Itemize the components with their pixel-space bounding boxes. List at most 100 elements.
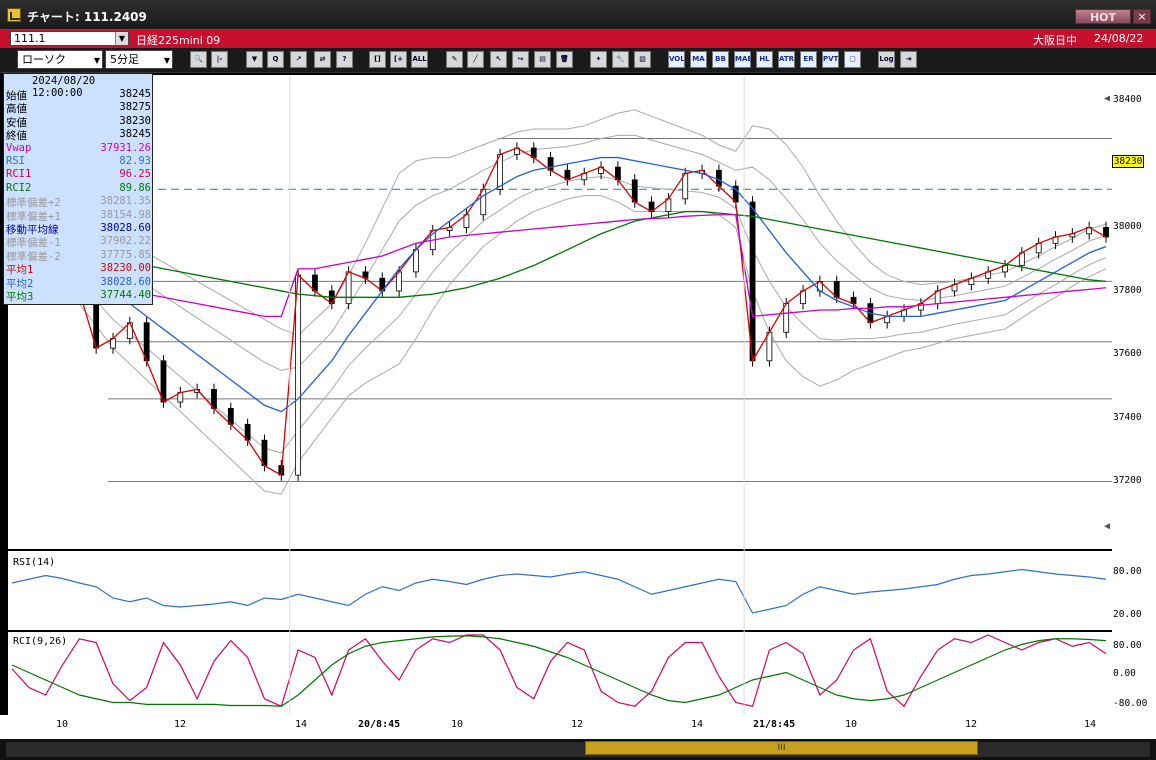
candle-body xyxy=(295,274,302,476)
ma-icon[interactable]: MA xyxy=(690,51,707,68)
disabled-icon[interactable]: ? xyxy=(336,51,353,68)
time-axis-label: 20/8:45 xyxy=(358,719,401,730)
price-axis-label: 37200 xyxy=(1113,475,1142,487)
notes-icon[interactable]: ▤ xyxy=(534,51,551,68)
info-row-value: 38154.98 xyxy=(100,208,151,221)
candle-add-icon[interactable]: [+ xyxy=(390,51,407,68)
candle-icon[interactable]: [] xyxy=(369,51,386,68)
info-row-value: 38028.60 xyxy=(100,275,151,288)
rsi-axis-80: 80.00 xyxy=(1113,566,1142,577)
info-row-value: 96.25 xyxy=(119,168,151,181)
bb-icon[interactable]: BB xyxy=(712,51,729,68)
wrench-icon[interactable]: 🔧 xyxy=(612,51,629,68)
info-row: 平均2 38028.60 xyxy=(6,275,151,290)
mae-icon[interactable]: MAE xyxy=(734,51,751,68)
info-row-value: 37775.85 xyxy=(100,248,151,261)
info-row-label: 高値 xyxy=(6,103,27,116)
horizontal-scrollbar[interactable] xyxy=(0,739,1156,760)
time-axis xyxy=(0,715,1156,739)
palette-icon[interactable]: ▨ xyxy=(634,51,651,68)
chevron-down-icon: ▼ xyxy=(163,56,170,65)
info-row-label: RCI1 xyxy=(6,168,32,181)
pvt-icon[interactable]: PVT xyxy=(822,51,839,68)
export-icon[interactable]: ⇥ xyxy=(900,51,917,68)
bollinger-band xyxy=(11,134,1107,371)
time-axis-label: 10 xyxy=(451,719,464,730)
curve-arrow-icon[interactable]: ↪ xyxy=(512,51,529,68)
info-row: 平均3 37744.40 xyxy=(6,289,151,303)
scroll-track[interactable] xyxy=(6,742,1150,757)
close-icon[interactable]: × xyxy=(1133,9,1151,24)
trendline-icon[interactable]: ↗ xyxy=(290,51,307,68)
time-axis-label: 14 xyxy=(295,719,308,730)
title-bar: チャート: 111.2409 HOT × xyxy=(0,0,1156,30)
info-row: 平均1 38230.00 xyxy=(6,262,151,276)
price-axis-label: 37800 xyxy=(1113,284,1142,296)
time-axis-label: 12 xyxy=(965,719,978,730)
info-row: RCI1 96.25 xyxy=(6,168,151,181)
chart-area[interactable] xyxy=(8,75,1112,715)
symbol-code-value: 111.1 xyxy=(14,32,46,45)
box-icon[interactable]: ▢ xyxy=(844,51,861,68)
pointer-icon[interactable]: ↖ xyxy=(490,51,507,68)
info-row: 標準偏差-1 37902.22 xyxy=(6,235,151,249)
hl-icon[interactable]: HL xyxy=(756,51,773,68)
atr-icon[interactable]: ATR xyxy=(778,51,795,68)
rsi-line xyxy=(11,568,1107,614)
hot-button[interactable]: HOT xyxy=(1075,9,1131,24)
chart-canvas[interactable] xyxy=(8,75,1112,715)
candle-body xyxy=(160,360,167,403)
candle-marker-icon[interactable]: ▼ xyxy=(246,51,263,68)
info-panel: 2024/08/20 12:00:00 始値 38245 高値 38275 安値 3823… xyxy=(3,73,153,305)
er-icon[interactable]: ER xyxy=(800,51,817,68)
info-datetime: 2024/08/20 12:00:00 xyxy=(32,75,96,99)
rsi-axis-20: 20.00 xyxy=(1113,609,1142,620)
chart-type-value: ローソク xyxy=(22,53,66,66)
info-row-value: 38281.35 xyxy=(100,195,151,208)
rci2-line xyxy=(11,635,1107,707)
chart-app-icon xyxy=(7,8,21,22)
trash-icon[interactable]: 🗑 xyxy=(556,51,573,68)
search-chart-icon[interactable]: Q xyxy=(267,51,284,68)
info-row: RCI2 89.86 xyxy=(6,182,151,195)
bollinger-band xyxy=(11,176,1107,454)
info-row: 移動平均線 38028.60 xyxy=(6,222,151,236)
bollinger-band xyxy=(12,109,1107,336)
symbol-name: 日経225mini 09 xyxy=(136,34,221,47)
all-icon[interactable]: ALL xyxy=(411,51,428,68)
info-row-label: 平均2 xyxy=(6,277,34,290)
chevron-down-icon[interactable]: ▼ xyxy=(115,32,128,45)
candle-body xyxy=(345,271,352,305)
line-icon[interactable]: ╱ xyxy=(467,51,484,68)
info-row: 標準偏差+1 38154.98 xyxy=(6,208,151,223)
cursor-icon[interactable]: |- xyxy=(211,51,228,68)
arrow-icon[interactable]: ⇄ xyxy=(314,51,331,68)
info-row-label: RSI xyxy=(6,155,25,167)
window-title: チャート: 111.2409 xyxy=(27,10,147,24)
settings-icon[interactable]: ✦ xyxy=(590,51,607,68)
pen-icon[interactable]: ✎ xyxy=(446,51,463,68)
interval-select[interactable]: 5分足 ▼ xyxy=(105,50,173,69)
info-row-value: 38245 xyxy=(119,128,151,141)
session-label: 大阪日中 xyxy=(1033,34,1077,47)
series-line-3 xyxy=(11,214,1107,318)
candle-body xyxy=(143,322,150,362)
time-axis-label: 10 xyxy=(845,719,858,730)
rci-axis-minus-80: -80.00 xyxy=(1113,698,1148,709)
series-line-2 xyxy=(11,210,1107,298)
info-row-label: 標準偏差+2 xyxy=(6,197,61,210)
candle-body xyxy=(749,201,756,362)
info-row-value: 38275 xyxy=(119,101,151,114)
zoom-icon[interactable]: 🔍 xyxy=(190,51,207,68)
scroll-thumb[interactable]: III xyxy=(585,741,978,755)
symbol-code-input[interactable]: 111.1 ▼ xyxy=(10,31,129,46)
time-axis-label: 12 xyxy=(174,719,187,730)
info-row-value: 38230.00 xyxy=(100,262,151,275)
chart-type-select[interactable]: ローソク ▼ xyxy=(17,50,103,69)
vol-icon[interactable]: VOL xyxy=(668,51,685,68)
info-row-label: Vwap xyxy=(6,141,32,154)
log-icon[interactable]: Log xyxy=(878,51,895,68)
info-row: 始値 38245 xyxy=(6,88,151,102)
time-axis-label: 14 xyxy=(691,719,704,730)
series-line-1 xyxy=(11,156,1107,413)
